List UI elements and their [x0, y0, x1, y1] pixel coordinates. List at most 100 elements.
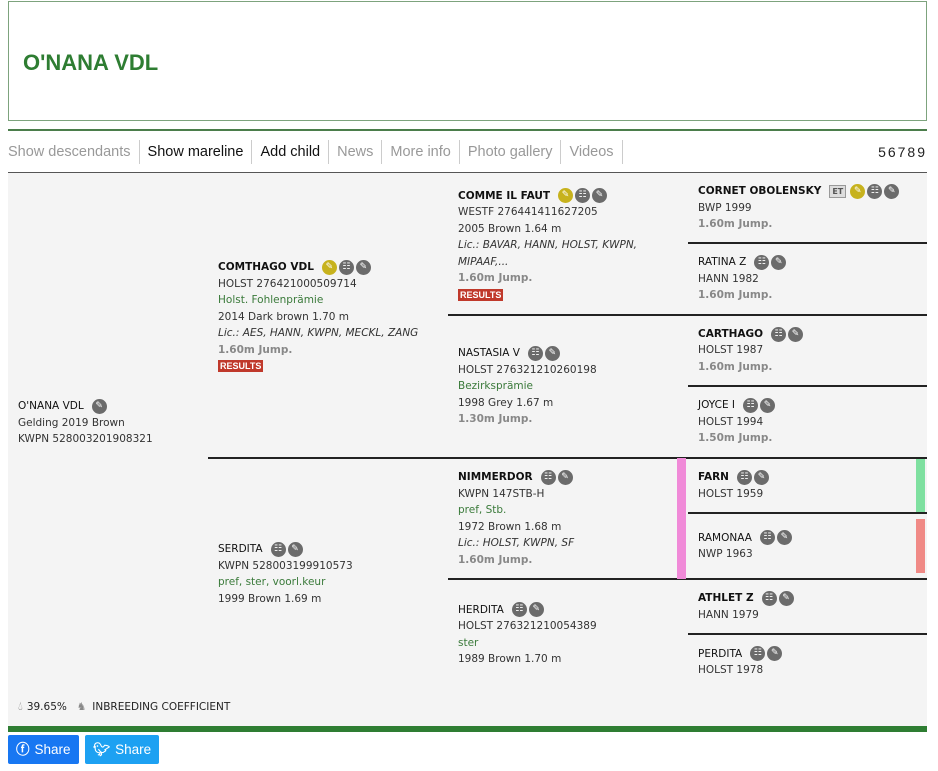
- nav-news[interactable]: News: [329, 140, 383, 164]
- edit-icon[interactable]: ✎: [528, 602, 544, 618]
- results-button[interactable]: RESULTS: [458, 288, 504, 301]
- horse-icon[interactable]: ♞: [76, 700, 87, 713]
- pedigree-icon[interactable]: ☷: [867, 184, 883, 199]
- header-box: O'NANA VDL: [8, 1, 927, 121]
- horse-ssd: RATINA Z ☷ ✎ HANN 1982 1.60m Jump.: [688, 243, 927, 315]
- horse-info-line: HOLST 1959: [698, 487, 764, 500]
- edit-icon[interactable]: ✎: [355, 259, 371, 275]
- pedigree-divider: [688, 512, 927, 514]
- horse-info-line: HOLST 1978: [698, 664, 764, 676]
- edit-icon[interactable]: ✎: [788, 326, 804, 342]
- pedigree-icon[interactable]: ☷: [759, 530, 775, 546]
- horse-info-line: 1.60m Jump.: [698, 218, 773, 231]
- edit-icon[interactable]: ✎: [778, 590, 794, 606]
- twitter-share-button[interactable]: 🐦︎ Share: [85, 735, 160, 764]
- pedigree-icon[interactable]: ☷: [527, 346, 543, 361]
- line-marker: [916, 459, 925, 512]
- edit-icon[interactable]: ✎: [753, 469, 769, 485]
- horse-info-line: 1.60m Jump.: [698, 289, 773, 302]
- horse-info-line: KWPN 147STB-H: [458, 487, 545, 500]
- horse-dsd: RAMONAA ☷ ✎ NWP 1963: [688, 513, 927, 579]
- sport-icon[interactable]: ✎: [321, 259, 337, 275]
- horse-info-line: 1.60m Jump.: [458, 272, 533, 284]
- horse-name-row: PERDITA ☷ ✎: [698, 646, 927, 663]
- generations-selector[interactable]: 56789: [878, 144, 927, 160]
- horse-info-line: HOLST 276421000509714: [218, 277, 357, 290]
- horse-name-link[interactable]: FARN: [698, 471, 729, 483]
- sport-icon[interactable]: ✎: [850, 184, 866, 199]
- pedigree-icon[interactable]: ☷: [761, 590, 777, 606]
- horse-name-link[interactable]: ATHLET Z: [698, 592, 754, 604]
- horse-name-link[interactable]: JOYCE I: [698, 399, 736, 412]
- edit-icon[interactable]: ✎: [776, 530, 792, 546]
- edit-icon[interactable]: ✎: [760, 398, 776, 413]
- pedigree-icon[interactable]: ☷: [575, 188, 591, 204]
- horse-ss: COMME IL FAUT ✎ ☷ ✎ WESTF 276441411627205 200…: [448, 173, 688, 315]
- edit-icon[interactable]: ✎: [592, 188, 608, 204]
- edit-icon[interactable]: ✎: [287, 541, 303, 557]
- pedigree-icon[interactable]: ☷: [338, 259, 354, 275]
- horse-name-link[interactable]: COMME IL FAUT: [458, 189, 551, 202]
- sport-icon[interactable]: ✎: [558, 188, 574, 204]
- horse-subject: O'NANA VDL ✎ Gelding 2019 Brown KWPN 528003…: [8, 173, 208, 673]
- horse-info-line: 2005 Brown 1.64 m: [458, 222, 562, 235]
- horse-name-row: JOYCE I ☷ ✎: [698, 397, 927, 414]
- horse-info-line: Gelding 2019 Brown: [18, 416, 125, 429]
- pedigree-divider: [688, 633, 927, 635]
- twitter-icon: 🐦︎: [93, 742, 111, 757]
- horse-info-line: Lic.: BAVAR, HANN, HOLST, KWPN, MIPAAF,.…: [458, 239, 638, 268]
- edit-icon[interactable]: ✎: [557, 469, 573, 485]
- horse-name-link[interactable]: O'NANA VDL: [18, 400, 84, 413]
- horse-name-link[interactable]: PERDITA: [698, 647, 743, 660]
- pedigree-icon[interactable]: ☷: [754, 255, 770, 270]
- horse-name-link[interactable]: HERDITA: [458, 603, 504, 616]
- results-button[interactable]: RESULTS: [218, 360, 264, 372]
- line-marker: [916, 519, 925, 573]
- pedigree-icon[interactable]: ☷: [736, 469, 752, 485]
- edit-icon[interactable]: ✎: [544, 346, 560, 361]
- horse-info-line: ster: [458, 636, 479, 649]
- horse-info-line: 1.30m Jump.: [458, 413, 533, 426]
- pedigree-divider: [448, 314, 927, 316]
- pedigree-icon[interactable]: ☷: [750, 646, 766, 662]
- edit-icon[interactable]: ✎: [884, 184, 900, 199]
- pedigree-divider: [688, 385, 927, 387]
- nav-more-info[interactable]: More info: [382, 140, 460, 164]
- pedigree-icon[interactable]: ☷: [540, 469, 556, 485]
- horse-name-link[interactable]: NASTASIA V: [458, 347, 520, 360]
- nav-bar: Show descendants Show mareline Add child Ne…: [8, 140, 927, 164]
- horse-info-line: HOLST 276321210260198: [458, 363, 597, 376]
- inbreeding-value: 39.65%: [26, 700, 67, 713]
- edit-icon[interactable]: ✎: [771, 255, 787, 270]
- horse-name-link[interactable]: CARTHAGO: [698, 327, 764, 340]
- pedigree-icon[interactable]: ☷: [771, 326, 787, 342]
- pedigree-divider: [448, 578, 927, 580]
- horse-name-row: NIMMERDOR ☷ ✎: [458, 469, 688, 486]
- horse-name-link[interactable]: SERDITA: [218, 543, 263, 555]
- horse-info-line: Lic.: HOLST, KWPN, SF: [458, 537, 575, 549]
- pedigree-icon[interactable]: ☷: [270, 541, 286, 557]
- nav-photo-gallery[interactable]: Photo gallery: [460, 140, 562, 164]
- horse-info-line: HOLST 276321210054389: [458, 620, 597, 632]
- horse-name-link[interactable]: CORNET OBOLENSKY: [698, 185, 822, 198]
- pedigree-divider: [688, 242, 927, 244]
- nav-add-child[interactable]: Add child: [252, 140, 330, 164]
- share-label: Share: [34, 742, 71, 757]
- facebook-share-button[interactable]: ⓕ Share: [8, 735, 79, 764]
- horse-info-line: Bezirksprämie: [458, 380, 533, 393]
- horse-name-link[interactable]: RATINA Z: [698, 256, 747, 269]
- horse-info-line: HANN 1982: [698, 272, 759, 285]
- horse-name-link[interactable]: RAMONAA: [698, 531, 752, 544]
- edit-icon[interactable]: ✎: [767, 646, 783, 662]
- nav-videos[interactable]: Videos: [561, 140, 623, 164]
- horse-name-link[interactable]: NIMMERDOR: [458, 471, 533, 483]
- pedigree-icon[interactable]: ☷: [743, 398, 759, 413]
- nav-show-descendants[interactable]: Show descendants: [8, 140, 140, 164]
- horse-info-line: 2014 Dark brown 1.70 m: [218, 310, 350, 323]
- nav-show-mareline[interactable]: Show mareline: [140, 140, 253, 164]
- horse-info-line: Lic.: AES, HANN, KWPN, MECKL, ZANG: [218, 327, 419, 339]
- horse-ddd: PERDITA ☷ ✎ HOLST 1978: [688, 634, 927, 690]
- horse-name-link[interactable]: COMTHAGO VDL: [218, 261, 314, 273]
- edit-icon[interactable]: ✎: [91, 399, 107, 414]
- pedigree-icon[interactable]: ☷: [511, 602, 527, 618]
